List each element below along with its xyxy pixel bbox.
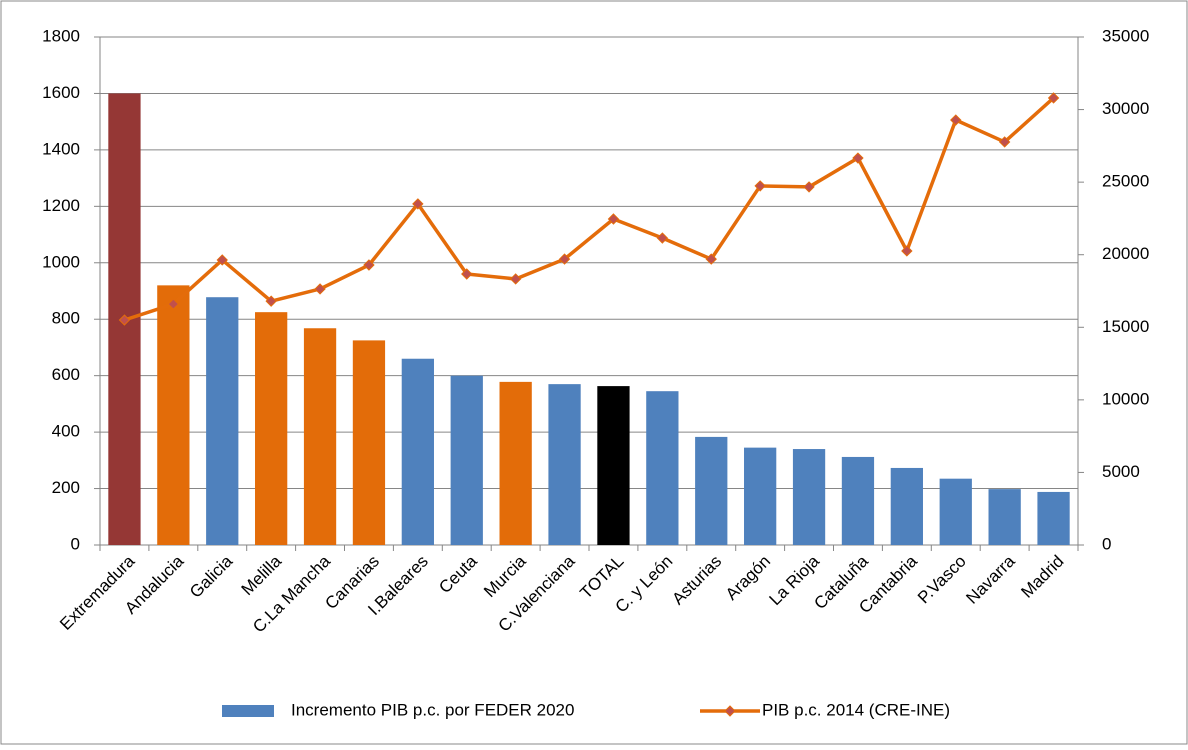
- line-marker: [901, 245, 913, 257]
- legend-label: PIB p.c. 2014 (CRE-INE): [762, 700, 950, 719]
- y2-tick-label: 5000: [1102, 462, 1140, 481]
- line-marker: [607, 213, 620, 225]
- bar: [401, 358, 434, 545]
- bar: [792, 449, 826, 545]
- bar: [206, 297, 239, 545]
- bar: [450, 375, 483, 545]
- line-marker: [558, 253, 571, 265]
- bar: [841, 456, 875, 545]
- y-tick-label: 600: [52, 365, 80, 384]
- y-tick-label: 800: [52, 309, 80, 328]
- y2-tick-label: 20000: [1102, 244, 1149, 263]
- bar: [597, 386, 630, 545]
- legend-swatch: [222, 705, 274, 717]
- y2-tick-label: 10000: [1102, 389, 1149, 408]
- y-tick-label: 1800: [42, 26, 80, 45]
- bar: [1037, 491, 1070, 545]
- bar: [157, 285, 190, 545]
- line-marker: [509, 273, 522, 285]
- line-marker: [656, 232, 669, 244]
- line-marker: [412, 198, 424, 210]
- y-tick-label: 400: [52, 422, 80, 441]
- line-marker: [950, 114, 962, 126]
- line-marker: [803, 181, 815, 193]
- y2-tick-label: 15000: [1102, 317, 1149, 336]
- bar: [695, 436, 728, 545]
- line-marker: [265, 295, 277, 307]
- line: [123, 96, 1055, 322]
- bar: [352, 340, 386, 545]
- line-marker: [1047, 92, 1060, 104]
- bar: [939, 478, 972, 545]
- line-marker: [216, 254, 228, 266]
- line-marker: [167, 298, 180, 310]
- legend-label: Incremento PIB p.c. por FEDER 2020: [291, 700, 574, 719]
- y2-tick-label: 35000: [1102, 26, 1149, 45]
- line-marker: [314, 283, 326, 295]
- line-marker: [118, 314, 131, 326]
- line-marker: [461, 268, 473, 280]
- line-marker: [754, 180, 766, 192]
- bar: [255, 312, 288, 545]
- y-tick-label: 200: [52, 478, 80, 497]
- y-tick-label: 1400: [42, 139, 80, 158]
- y-tick-label: 1000: [42, 252, 80, 271]
- bar: [548, 384, 581, 545]
- legend-marker: [724, 705, 736, 717]
- line-marker: [363, 259, 375, 271]
- bar: [988, 489, 1021, 545]
- y-tick-label: 0: [71, 534, 80, 553]
- line-marker: [705, 253, 717, 265]
- y2-tick-label: 25000: [1102, 172, 1149, 191]
- y-tick-label: 1600: [42, 83, 80, 102]
- y2-tick-label: 0: [1102, 534, 1111, 553]
- bar: [499, 381, 532, 545]
- bar: [303, 328, 337, 545]
- bar: [744, 447, 777, 545]
- line-marker: [998, 136, 1011, 148]
- y-tick-label: 1200: [42, 196, 80, 215]
- bar: [890, 467, 923, 545]
- y2-tick-label: 30000: [1102, 99, 1149, 118]
- line-marker: [852, 152, 864, 164]
- bar: [646, 391, 679, 545]
